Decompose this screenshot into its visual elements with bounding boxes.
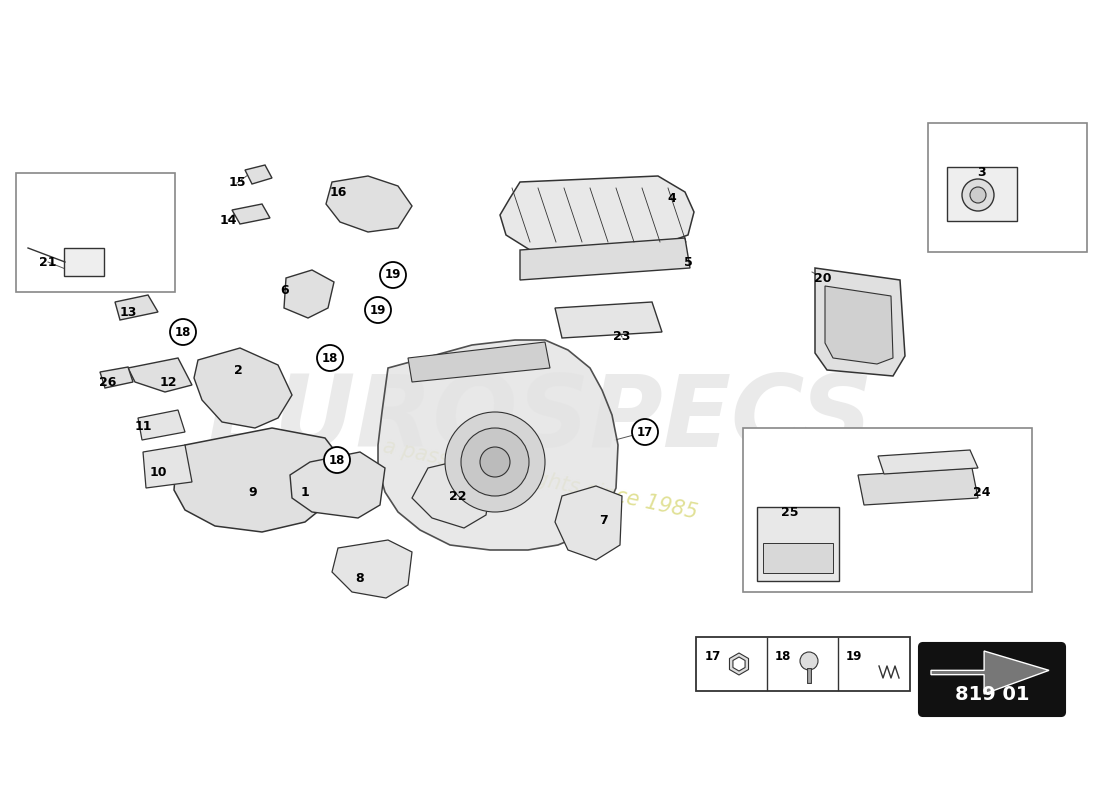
Text: 22: 22 bbox=[449, 490, 466, 503]
Polygon shape bbox=[500, 176, 694, 250]
Circle shape bbox=[365, 297, 390, 323]
Text: 18: 18 bbox=[776, 650, 791, 663]
Circle shape bbox=[970, 187, 986, 203]
Polygon shape bbox=[143, 445, 192, 488]
Text: 1: 1 bbox=[300, 486, 309, 498]
Polygon shape bbox=[194, 348, 292, 428]
Polygon shape bbox=[858, 468, 978, 505]
Polygon shape bbox=[729, 653, 748, 675]
Text: 18: 18 bbox=[322, 351, 338, 365]
FancyBboxPatch shape bbox=[918, 643, 1065, 716]
Polygon shape bbox=[284, 270, 334, 318]
Text: 4: 4 bbox=[668, 191, 676, 205]
Polygon shape bbox=[326, 176, 412, 232]
FancyBboxPatch shape bbox=[696, 637, 910, 691]
FancyBboxPatch shape bbox=[763, 543, 833, 573]
Circle shape bbox=[800, 652, 818, 670]
Text: 16: 16 bbox=[329, 186, 346, 198]
Polygon shape bbox=[878, 450, 978, 474]
Text: 13: 13 bbox=[119, 306, 136, 318]
Text: 19: 19 bbox=[370, 303, 386, 317]
Text: 12: 12 bbox=[160, 375, 177, 389]
Polygon shape bbox=[232, 204, 270, 224]
Text: 9: 9 bbox=[249, 486, 257, 499]
Polygon shape bbox=[100, 367, 133, 388]
Polygon shape bbox=[245, 165, 272, 184]
Text: 20: 20 bbox=[814, 271, 832, 285]
Polygon shape bbox=[408, 342, 550, 382]
Text: 21: 21 bbox=[40, 255, 57, 269]
Polygon shape bbox=[174, 428, 338, 532]
Text: 3: 3 bbox=[978, 166, 987, 178]
Circle shape bbox=[317, 345, 343, 371]
Polygon shape bbox=[556, 486, 622, 560]
FancyBboxPatch shape bbox=[742, 428, 1032, 592]
Text: 10: 10 bbox=[150, 466, 167, 478]
Text: a passion for rights since 1985: a passion for rights since 1985 bbox=[381, 437, 700, 523]
Polygon shape bbox=[815, 268, 905, 376]
Text: EUROSPECS: EUROSPECS bbox=[207, 371, 873, 469]
Circle shape bbox=[632, 419, 658, 445]
Text: 18: 18 bbox=[175, 326, 191, 338]
Polygon shape bbox=[332, 540, 412, 598]
Polygon shape bbox=[825, 286, 893, 364]
Text: 18: 18 bbox=[329, 454, 345, 466]
Text: 25: 25 bbox=[781, 506, 799, 518]
Circle shape bbox=[324, 447, 350, 473]
Text: 6: 6 bbox=[280, 283, 289, 297]
Text: 15: 15 bbox=[229, 177, 245, 190]
Text: 8: 8 bbox=[355, 571, 364, 585]
Polygon shape bbox=[128, 358, 192, 392]
Polygon shape bbox=[378, 340, 618, 550]
Circle shape bbox=[962, 179, 994, 211]
Text: 24: 24 bbox=[974, 486, 991, 498]
Text: 17: 17 bbox=[705, 650, 722, 663]
Text: 5: 5 bbox=[683, 257, 692, 270]
Circle shape bbox=[170, 319, 196, 345]
Text: 2: 2 bbox=[233, 363, 242, 377]
FancyBboxPatch shape bbox=[757, 507, 839, 581]
Text: 26: 26 bbox=[99, 375, 117, 389]
Circle shape bbox=[480, 447, 510, 477]
FancyBboxPatch shape bbox=[64, 248, 104, 276]
Text: 14: 14 bbox=[219, 214, 236, 226]
FancyBboxPatch shape bbox=[16, 173, 175, 292]
Text: 7: 7 bbox=[598, 514, 607, 526]
Polygon shape bbox=[116, 295, 158, 320]
Polygon shape bbox=[556, 302, 662, 338]
Text: 19: 19 bbox=[846, 650, 862, 663]
Circle shape bbox=[461, 428, 529, 496]
FancyBboxPatch shape bbox=[928, 123, 1087, 252]
FancyBboxPatch shape bbox=[947, 167, 1018, 221]
Circle shape bbox=[446, 412, 544, 512]
Polygon shape bbox=[733, 657, 745, 671]
Polygon shape bbox=[412, 458, 492, 528]
Text: 819 01: 819 01 bbox=[955, 685, 1030, 704]
Circle shape bbox=[379, 262, 406, 288]
Text: 23: 23 bbox=[614, 330, 630, 343]
Polygon shape bbox=[520, 238, 690, 280]
Polygon shape bbox=[290, 452, 385, 518]
Polygon shape bbox=[138, 410, 185, 440]
Text: 17: 17 bbox=[637, 426, 653, 438]
Polygon shape bbox=[931, 651, 1049, 694]
Text: 19: 19 bbox=[385, 269, 402, 282]
Text: 11: 11 bbox=[134, 421, 152, 434]
